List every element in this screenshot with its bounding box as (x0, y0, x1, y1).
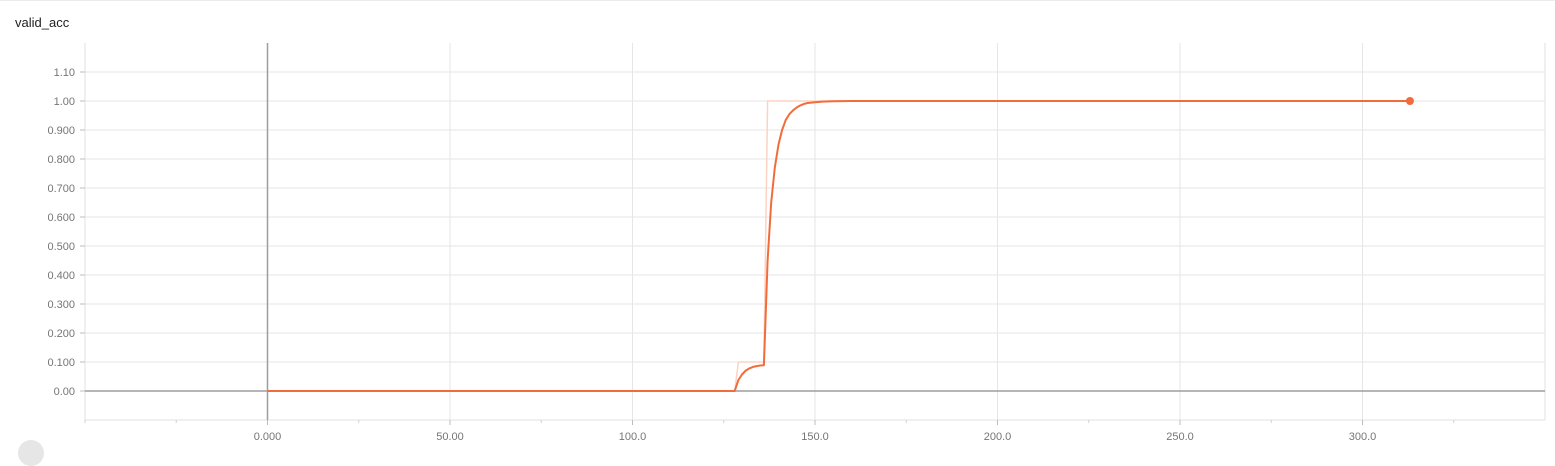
x-tick-label: 100.0 (619, 431, 647, 443)
y-tick-label: 0.900 (47, 125, 75, 137)
top-divider (0, 0, 1555, 1)
y-tick-label: 0.400 (47, 270, 75, 282)
y-tick-label: 1.10 (54, 67, 75, 79)
y-tick-label: 0.00 (54, 386, 75, 398)
x-tick-label: 0.000 (254, 431, 282, 443)
y-tick-label: 0.600 (47, 212, 75, 224)
y-tick-label: 0.500 (47, 241, 75, 253)
y-tick-label: 1.00 (54, 96, 75, 108)
series-end-point (1405, 97, 1414, 105)
x-tick-label: 250.0 (1166, 431, 1194, 443)
x-tick-label: 50.00 (436, 431, 464, 443)
x-tick-label: 150.0 (801, 431, 829, 443)
y-tick-label: 0.200 (47, 328, 75, 340)
grid (84, 43, 1546, 421)
x-tick-label: 300.0 (1349, 431, 1377, 443)
y-tick-label: 0.700 (47, 183, 75, 195)
tick-labels: 0.00 0.100 0.200 0.300 0.400 0.500 0.600 0.700 0… (47, 67, 1376, 443)
y-tick-label: 0.100 (47, 357, 75, 369)
expand-button[interactable] (18, 440, 44, 466)
smoothed-series-line (267, 100, 1410, 392)
y-tick-label: 0.300 (47, 299, 75, 311)
x-tick-label: 200.0 (984, 431, 1012, 443)
chart-title: valid_acc (15, 15, 70, 30)
series (267, 97, 1414, 392)
y-tick-label: 0.800 (47, 154, 75, 166)
line-chart[interactable]: 0.00 0.100 0.200 0.300 0.400 0.500 0.600 0.700 0… (0, 0, 1555, 448)
